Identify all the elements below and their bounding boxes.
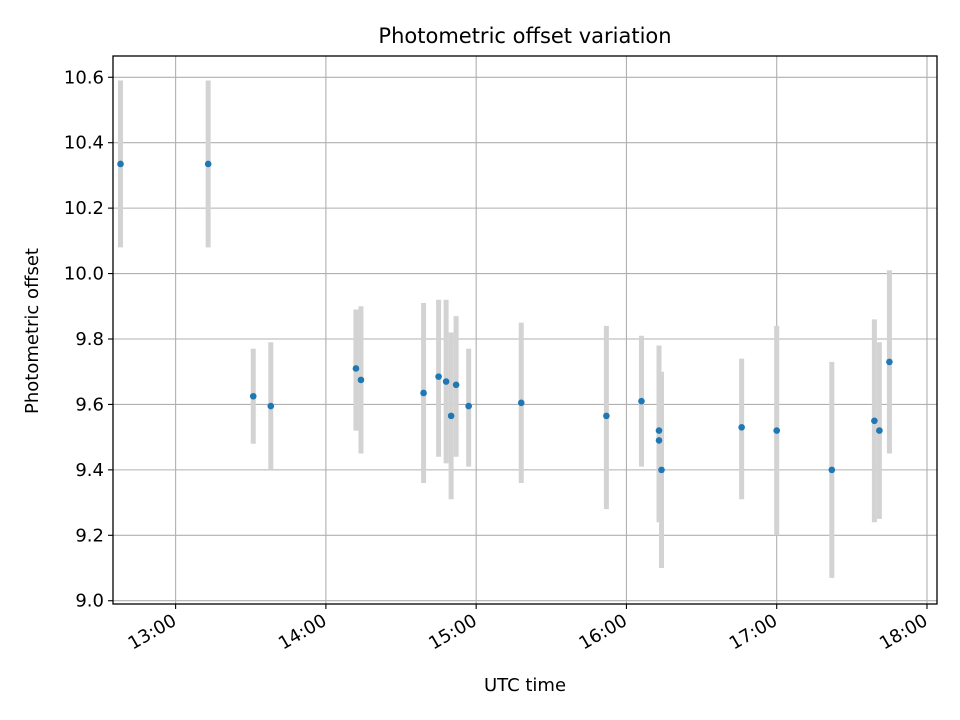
data-point (658, 466, 665, 474)
data-point (357, 376, 365, 384)
data-point (655, 427, 663, 434)
data-point (517, 399, 525, 407)
data-point (876, 427, 883, 434)
y-tick-label: 9.6 (75, 394, 104, 415)
data-point (447, 412, 455, 420)
y-tick-label: 9.4 (75, 460, 104, 481)
y-tick-label: 10.6 (64, 67, 104, 88)
y-tick-label: 9.0 (75, 591, 104, 612)
data-point (442, 378, 450, 385)
data-point (871, 417, 878, 425)
data-point (117, 160, 124, 168)
chart-title: Photometric offset variation (378, 24, 671, 48)
data-point (249, 392, 257, 400)
y-tick-label: 10.4 (64, 133, 104, 154)
data-point (603, 412, 610, 420)
data-point (738, 424, 745, 431)
data-point (886, 358, 893, 366)
data-point (465, 402, 472, 410)
data-point (352, 365, 360, 372)
data-point (638, 397, 645, 405)
data-point (828, 466, 836, 474)
data-point (655, 437, 663, 444)
data-points (117, 160, 893, 474)
y-tick-label: 10.2 (64, 198, 104, 219)
data-point (420, 389, 427, 397)
y-tick-label: 9.2 (75, 525, 104, 546)
plot-frame (112, 55, 938, 605)
data-point (452, 381, 460, 389)
y-axis-title: Photometric offset (22, 248, 43, 414)
data-point (435, 373, 442, 380)
y-tick-label: 9.8 (75, 329, 104, 350)
data-point (773, 427, 781, 434)
x-axis-title: UTC time (484, 675, 566, 696)
data-point (204, 160, 212, 168)
data-point (267, 402, 275, 410)
y-tick-label: 10.0 (64, 264, 104, 285)
